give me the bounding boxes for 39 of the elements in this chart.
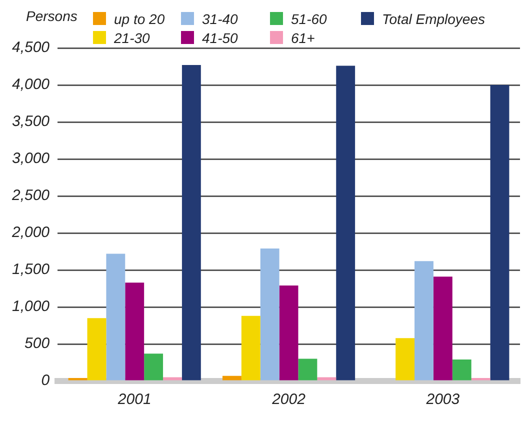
y-tick-label: 3,500 [12,113,50,130]
legend-label: Total Employees [382,10,485,26]
bar [144,354,164,380]
y-tick-label: 4,000 [12,76,50,94]
legend-label: 41-50 [202,30,238,46]
y-tick-label: 1,500 [12,261,50,278]
y-tick-label: 500 [24,335,50,352]
y-axis-title: Persons [26,8,78,24]
x-tick-label: 2003 [425,391,460,408]
bar [490,85,510,380]
y-tick-label: 3,000 [12,150,50,168]
bar [452,360,472,380]
bar [125,282,144,380]
y-tick-label: 1,000 [12,298,50,316]
legend-label: 31-40 [202,10,238,26]
bar [317,377,336,380]
bar [87,318,106,380]
legend-label: 61+ [291,30,315,46]
bar [182,65,201,380]
bar [241,316,260,380]
legend-label: 51-60 [291,10,327,26]
bar [396,338,415,380]
bar [414,261,434,380]
bar [433,276,452,380]
y-tick-label: 0 [41,372,50,390]
x-tick-label: 2001 [116,391,152,408]
legend-label: up to 20 [114,10,165,26]
y-tick-label: 2,500 [10,187,50,204]
y-tick-label: 4,500 [12,39,50,56]
bar [336,66,356,380]
bar [279,286,298,380]
y-tick-label: 2,000 [10,224,50,242]
bar [260,248,280,380]
bar [298,358,318,380]
bar [222,376,242,380]
bar [106,254,126,380]
x-tick-label: 2002 [271,391,306,408]
legend-label: 21-30 [114,30,150,46]
bar [163,377,182,380]
